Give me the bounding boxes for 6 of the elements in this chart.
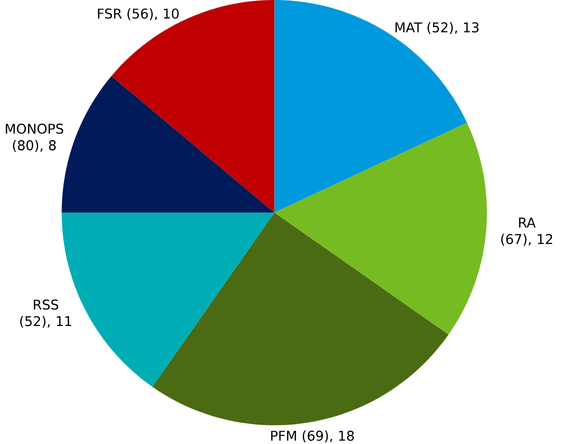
slice-label: MAT (52), 13 <box>396 22 479 34</box>
slice-label: FSR (56), 10 <box>98 8 179 20</box>
slice-label: RSS (52), 11 <box>20 299 72 328</box>
slice-label: MONOPS (80), 8 <box>6 123 64 152</box>
slice-label: PFM (69), 18 <box>271 430 354 442</box>
slice-label: RA (67), 12 <box>501 217 552 246</box>
